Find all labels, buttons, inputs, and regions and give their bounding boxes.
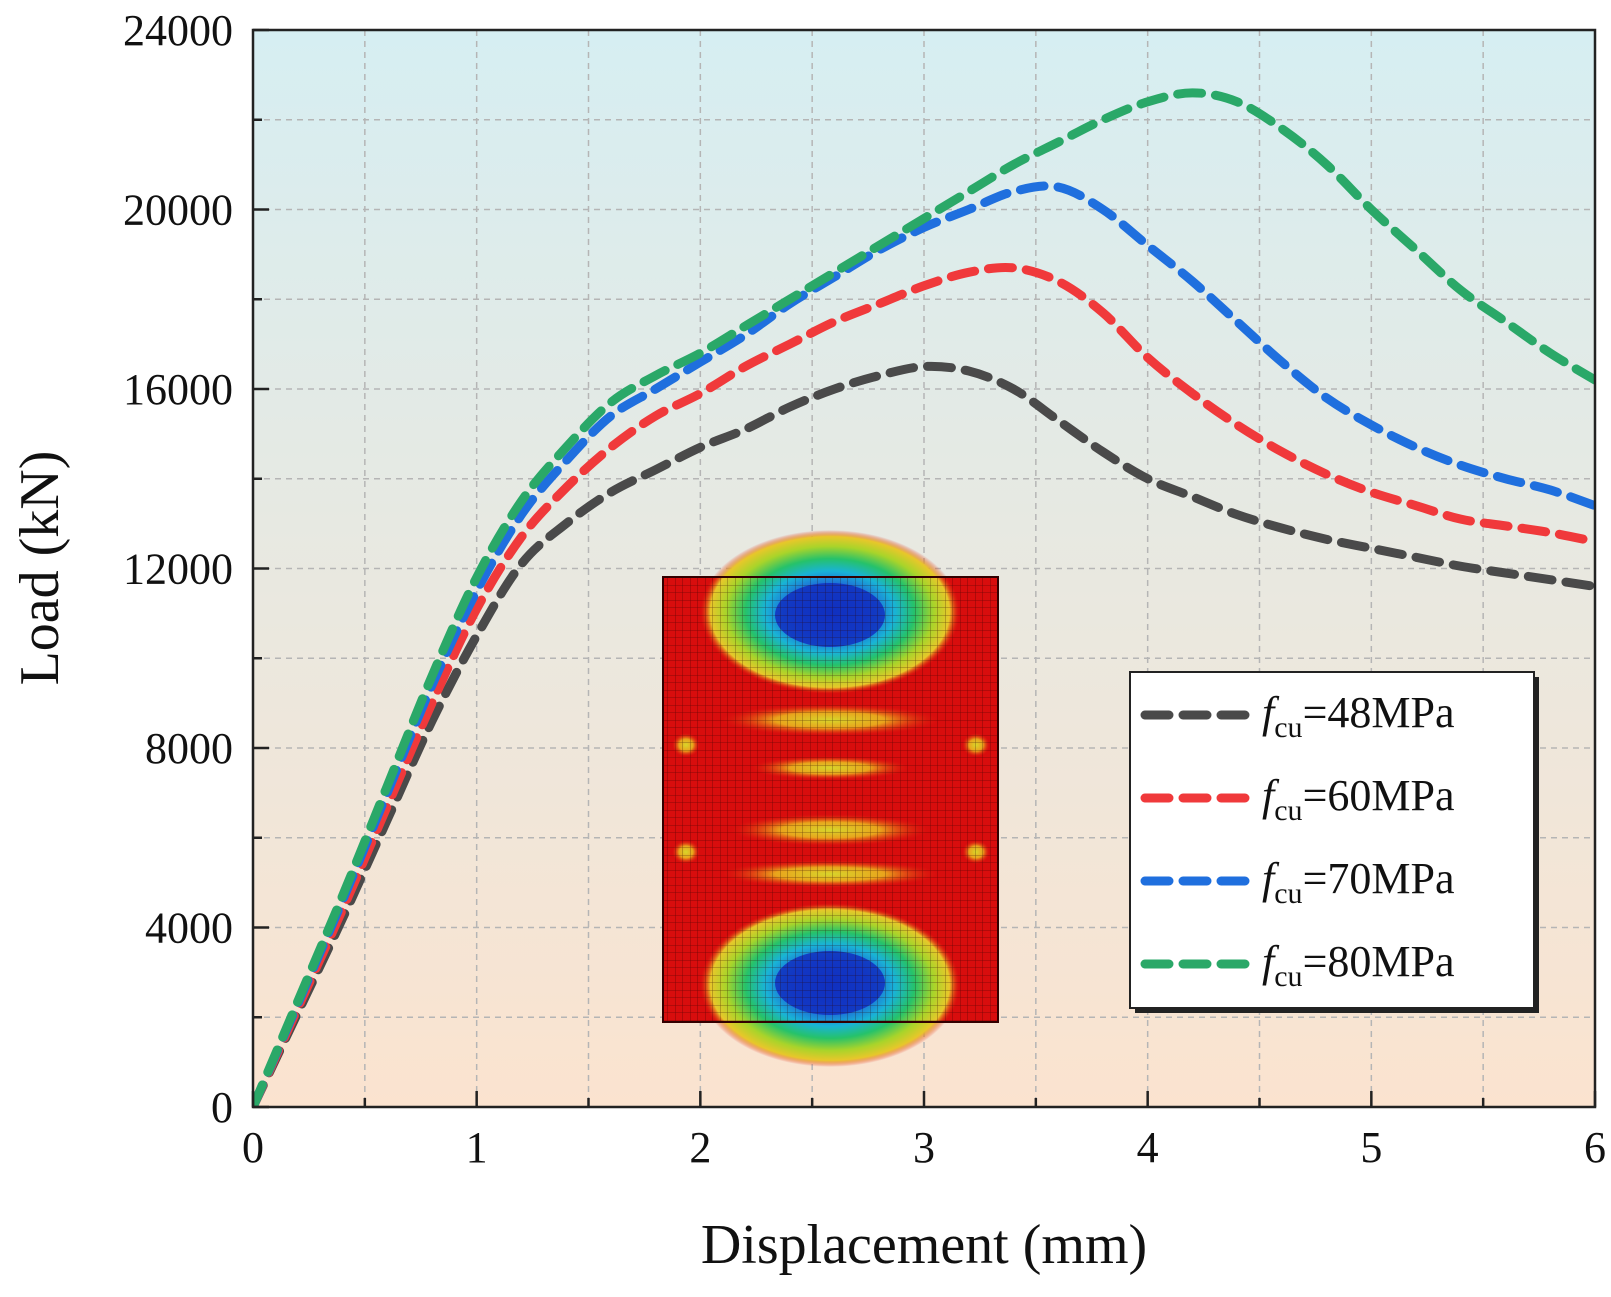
x-axis-title: Displacement (mm)	[701, 1214, 1147, 1276]
x-tick-label: 5	[1360, 1123, 1382, 1172]
axis-ticks	[251, 28, 1597, 1109]
legend-label: fcu=60MPa	[1262, 771, 1455, 827]
legend-label: fcu=80MPa	[1262, 937, 1455, 993]
legend-label: fcu=48MPa	[1262, 688, 1455, 744]
series-curves	[253, 88, 1595, 1107]
x-tick-labels: 0 1 2 3 4 5 6	[242, 1123, 1606, 1172]
y-tick-label: 20000	[123, 186, 233, 235]
legend-label: fcu=70MPa	[1262, 854, 1455, 910]
legend: fcu=48MPa fcu=60MPa fcu=70MPa fcu=80MPa	[1129, 671, 1539, 1013]
y-tick-labels: 0 4000 8000 12000 16000 20000 24000	[123, 6, 233, 1132]
y-tick-label: 0	[211, 1083, 233, 1132]
x-tick-label: 4	[1137, 1123, 1159, 1172]
series-line-1	[253, 262, 1595, 1107]
y-tick-label: 12000	[123, 545, 233, 594]
x-tick-label: 6	[1584, 1123, 1606, 1172]
x-tick-label: 1	[466, 1123, 488, 1172]
x-tick-label: 2	[689, 1123, 711, 1172]
y-tick-label: 8000	[145, 724, 233, 773]
x-tick-label: 3	[913, 1123, 935, 1172]
y-tick-label: 24000	[123, 6, 233, 55]
y-axis-title: Load (kN)	[9, 451, 71, 686]
y-tick-label: 16000	[123, 365, 233, 414]
x-tick-label: 0	[242, 1123, 264, 1172]
y-tick-label: 4000	[145, 904, 233, 953]
fe-stress-contour-mesh-icon	[662, 530, 999, 1067]
series-line-3	[253, 88, 1595, 1107]
series-line-0	[253, 361, 1595, 1107]
